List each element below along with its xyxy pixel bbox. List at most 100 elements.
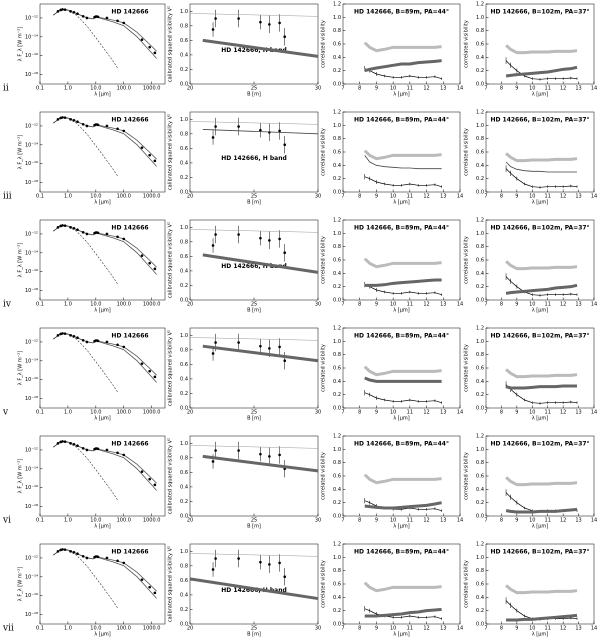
data-point bbox=[76, 120, 79, 124]
annotation: HD 142666, H band bbox=[221, 47, 287, 54]
data-point bbox=[116, 451, 119, 455]
y-tick-label: 1.0 bbox=[476, 447, 484, 453]
x-axis-label: λ [μm] bbox=[393, 416, 410, 422]
y-tick-label: 0.2 bbox=[180, 499, 188, 505]
series-line bbox=[53, 549, 157, 592]
series-line bbox=[53, 333, 157, 376]
data-point bbox=[63, 116, 67, 119]
data-point bbox=[211, 136, 215, 139]
y-tick-label: 0.2 bbox=[180, 283, 188, 289]
y-axis-label: λ F_λ [W m⁻²] bbox=[18, 243, 24, 277]
series-line bbox=[506, 613, 578, 622]
x-tick-label: 8 bbox=[500, 302, 503, 308]
x-tick-label: 10 bbox=[390, 194, 396, 200]
y-tick-label: 0.2 bbox=[476, 284, 484, 290]
data-point bbox=[116, 343, 119, 347]
x-tick-label: 11 bbox=[545, 86, 551, 92]
y-tick-label: 10⁻¹⁸ bbox=[25, 396, 38, 402]
y-tick-label: 10⁻¹⁶ bbox=[25, 53, 38, 59]
x-tick-label: 1000.0 bbox=[143, 302, 161, 308]
x-tick-label: 10.0 bbox=[90, 518, 101, 524]
x-tick-label: 11 bbox=[545, 518, 551, 524]
x-tick-label: 30 bbox=[315, 626, 321, 632]
y-tick-label: 10⁻¹² bbox=[25, 123, 38, 129]
data-point bbox=[72, 118, 76, 122]
x-tick-label: 10 bbox=[390, 410, 396, 416]
x-axis-label: B [m] bbox=[247, 92, 261, 98]
data-point bbox=[76, 12, 79, 16]
y-tick-label: 0.4 bbox=[180, 268, 188, 274]
data-point bbox=[140, 254, 144, 257]
x-tick-label: 10 bbox=[390, 86, 396, 92]
x-tick-label: 30 bbox=[315, 410, 321, 416]
panel-title: HD 142666, B=102m, PA=37° bbox=[490, 9, 589, 16]
x-tick-label: 20 bbox=[187, 518, 193, 524]
data-point bbox=[63, 8, 67, 11]
y-tick-label: 0.8 bbox=[333, 136, 341, 142]
series-line bbox=[364, 607, 442, 618]
annotation: HD 142666, H band bbox=[221, 587, 287, 594]
plot-frame bbox=[39, 219, 166, 301]
x-tick-label: 11 bbox=[545, 194, 551, 200]
y-tick-label: 0.2 bbox=[476, 608, 484, 614]
series-line bbox=[53, 549, 118, 609]
y-tick-label: 1.0 bbox=[180, 441, 188, 447]
y-tick-label: 0.8 bbox=[476, 28, 484, 34]
y-tick-label: 0.0 bbox=[476, 406, 484, 412]
y-axis-label: λ F_λ [W m⁻²] bbox=[18, 135, 24, 169]
x-tick-label: 25 bbox=[251, 86, 257, 92]
x-tick-label: 10 bbox=[529, 194, 535, 200]
x-tick-label: 14 bbox=[457, 302, 463, 308]
x-tick-label: 10 bbox=[390, 302, 396, 308]
y-tick-label: 0.4 bbox=[476, 55, 484, 61]
data-point bbox=[237, 125, 240, 128]
series-line bbox=[202, 129, 319, 135]
y-tick-label: 0.8 bbox=[333, 568, 341, 574]
series-line bbox=[53, 441, 157, 491]
plot-frame bbox=[39, 3, 166, 85]
y-tick-label: 0.4 bbox=[333, 595, 341, 601]
x-tick-label: 7 bbox=[341, 626, 344, 632]
y-axis-label: λ F_λ [W m⁻²] bbox=[18, 459, 24, 493]
x-axis-label: B [m] bbox=[247, 200, 261, 206]
x-tick-label: 8 bbox=[358, 518, 361, 524]
y-axis-label: correlated visibility bbox=[321, 344, 327, 392]
x-axis-label: λ [μm] bbox=[94, 632, 111, 638]
series-line bbox=[363, 473, 442, 485]
y-tick-label: 1.2 bbox=[333, 326, 341, 332]
x-tick-label: 8 bbox=[358, 86, 361, 92]
x-tick-label: 14 bbox=[457, 410, 463, 416]
x-tick-label: 1.0 bbox=[64, 86, 72, 92]
x-tick-label: 9 bbox=[375, 518, 378, 524]
data-point bbox=[148, 261, 152, 265]
series-line bbox=[189, 337, 319, 341]
series-line bbox=[364, 59, 442, 73]
y-axis-label: correlated visibility bbox=[321, 236, 327, 284]
x-tick-label: 14 bbox=[457, 518, 463, 524]
y-tick-label: 1.2 bbox=[476, 218, 484, 224]
y-tick-label: 0.2 bbox=[180, 607, 188, 613]
data-point bbox=[76, 444, 79, 448]
x-tick-label: 14 bbox=[457, 194, 463, 200]
x-tick-label: 8 bbox=[500, 194, 503, 200]
x-tick-label: 7 bbox=[341, 194, 344, 200]
data-point bbox=[278, 21, 281, 25]
data-point bbox=[268, 563, 271, 566]
x-axis-label: B [m] bbox=[247, 632, 261, 638]
data-point bbox=[69, 118, 72, 121]
x-tick-label: 10.0 bbox=[90, 194, 101, 200]
x-tick-label: 11 bbox=[407, 626, 413, 632]
y-tick-label: 1.0 bbox=[180, 333, 188, 339]
data-point bbox=[69, 442, 72, 445]
series-line bbox=[189, 13, 319, 17]
y-axis-label: correlated visibility bbox=[321, 128, 327, 176]
y-tick-label: 10⁻¹⁶ bbox=[25, 269, 38, 275]
y-axis-label: calibrated squared visibility V² bbox=[168, 546, 174, 622]
x-tick-label: 9 bbox=[515, 194, 518, 200]
y-tick-label: 0.8 bbox=[180, 131, 188, 137]
x-tick-label: 10 bbox=[529, 86, 535, 92]
y-axis-label: λ F_λ [W m⁻²] bbox=[18, 27, 24, 61]
y-tick-label: 10⁻¹⁸ bbox=[25, 72, 38, 78]
y-tick-label: 0.8 bbox=[180, 23, 188, 29]
